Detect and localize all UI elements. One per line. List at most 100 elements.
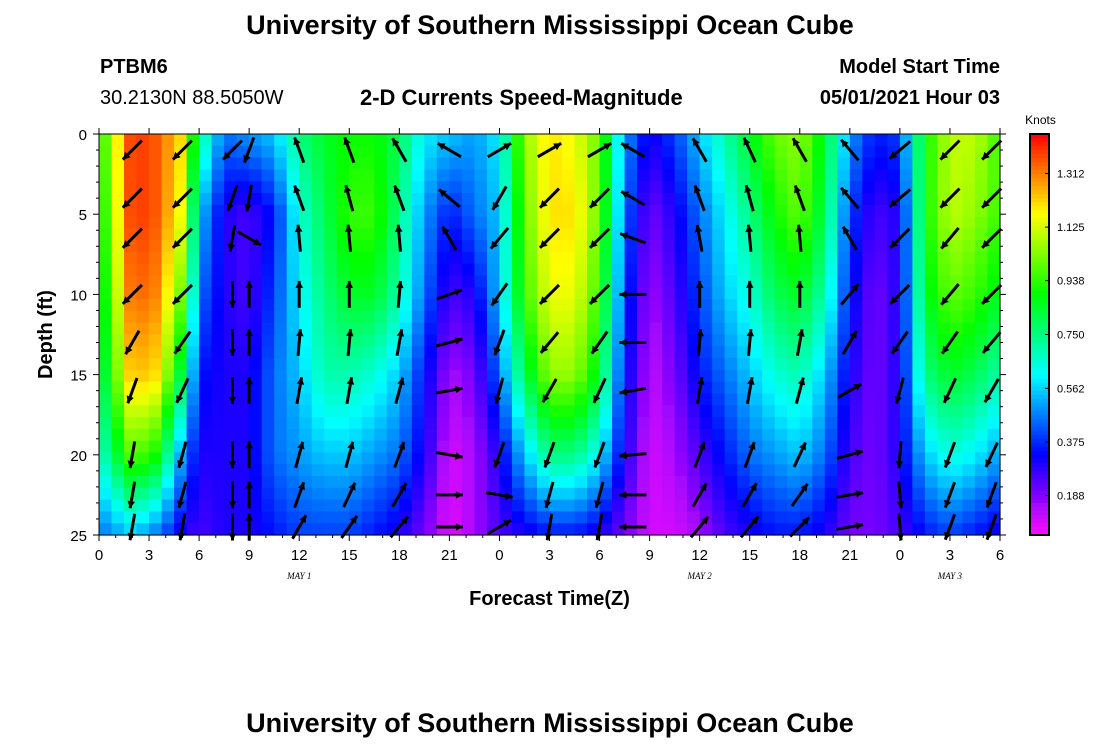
heatmap-cell (424, 464, 438, 477)
heatmap-cell (399, 240, 413, 253)
heatmap-cell (424, 511, 438, 524)
x-tick-label: 21 (441, 547, 458, 564)
vector-head (985, 531, 993, 540)
heatmap-cell (524, 134, 538, 147)
vector-head (228, 461, 237, 469)
heatmap-cell (424, 192, 438, 206)
heatmap-cell (536, 275, 551, 288)
vector-head (397, 442, 406, 450)
heatmap-cell (749, 464, 763, 477)
heatmap-cell (712, 192, 726, 206)
heatmap-cell (674, 511, 688, 524)
heatmap-cell (849, 322, 863, 336)
heatmap-cell (874, 499, 888, 513)
current-vector (794, 377, 806, 405)
heatmap-cell (199, 511, 213, 524)
heatmap-cell (649, 358, 663, 371)
heatmap-cell (762, 228, 776, 241)
heatmap-cell (812, 169, 826, 182)
current-vector (293, 184, 306, 212)
heatmap-cell (361, 251, 375, 265)
heatmap-cell (649, 452, 663, 465)
heatmap-cell (324, 440, 338, 454)
heatmap-cell (274, 322, 288, 336)
heatmap-cell (649, 381, 663, 395)
current-vector (127, 441, 137, 469)
heatmap-cell (587, 181, 601, 194)
vector-head (503, 143, 512, 151)
heatmap-cell (874, 405, 888, 418)
vector-head (619, 290, 627, 299)
heatmap-cell (587, 275, 601, 288)
heatmap-cell (249, 369, 263, 383)
heatmap-cell (124, 169, 138, 182)
colorbar-swatch (1030, 514, 1049, 520)
vector-head (695, 280, 704, 288)
heatmap-cell (649, 287, 663, 300)
vector-head (982, 296, 990, 304)
heatmap-cell (274, 287, 288, 300)
heatmap-cell (99, 287, 113, 300)
vector-head (743, 137, 751, 146)
heatmap-cell (937, 405, 951, 418)
heatmap-cell (562, 287, 576, 300)
heatmap-cell (587, 369, 601, 383)
heatmap-cell (311, 310, 325, 324)
heatmap-cell (111, 381, 125, 395)
heatmap-cell (524, 240, 538, 253)
heatmap-cell (511, 228, 526, 241)
heatmap-cell (987, 251, 1001, 265)
heatmap-cell (361, 428, 375, 442)
colorbar-tick-label: 0.188 (1057, 490, 1085, 502)
heatmap-cell (962, 145, 976, 159)
heatmap-cell (724, 145, 738, 159)
heatmap-cell (274, 263, 288, 277)
heatmap-cell (874, 322, 888, 336)
heatmap-cell (924, 440, 939, 454)
heatmap-cell (349, 381, 363, 395)
heatmap-cell (99, 299, 113, 312)
current-vector (391, 482, 408, 508)
vector-head (245, 481, 253, 489)
heatmap-cell (111, 145, 125, 159)
heatmap-cell (161, 487, 175, 501)
heatmap-cell (211, 228, 225, 241)
heatmap-cell (912, 145, 926, 159)
heatmap-cell (186, 417, 200, 430)
heatmap-cell (762, 499, 776, 513)
heatmap-cell (937, 322, 951, 336)
heatmap-cell (524, 523, 538, 536)
heatmap-cell (161, 240, 175, 253)
heatmap-cell (224, 334, 238, 347)
heatmap-cell (299, 499, 313, 513)
heatmap-cell (662, 428, 676, 442)
heatmap-cell (974, 476, 989, 489)
heatmap-cell (974, 228, 989, 241)
heatmap-cell (974, 169, 989, 182)
heatmap-cell (411, 263, 425, 277)
vector-head (490, 240, 499, 249)
heatmap-cell (311, 511, 325, 524)
heatmap-cell (812, 204, 826, 218)
heatmap-cell (436, 275, 450, 288)
heatmap-cell (874, 369, 888, 383)
heatmap-cell (837, 157, 851, 170)
colorbar-swatch (1030, 442, 1049, 448)
heatmap-cell (674, 523, 688, 536)
heatmap-cell (699, 452, 713, 465)
heatmap-cell (411, 134, 425, 147)
heatmap-cell (599, 393, 613, 406)
heatmap-cell (324, 499, 338, 513)
heatmap-cell (424, 299, 438, 312)
heatmap-cell (361, 440, 375, 454)
heatmap-cell (749, 134, 763, 147)
heatmap-cell (524, 157, 538, 170)
heatmap-cell (261, 358, 275, 371)
colorbar-swatch (1030, 278, 1049, 283)
current-vector (981, 227, 1003, 249)
heatmap-cell (974, 417, 989, 430)
heatmap-cell (662, 169, 676, 182)
heatmap-cell (962, 476, 976, 489)
colorbar: Knots 1.3121.1250.9380.7500.5620.3750.18… (1025, 113, 1085, 536)
heatmap-cell (924, 287, 939, 300)
